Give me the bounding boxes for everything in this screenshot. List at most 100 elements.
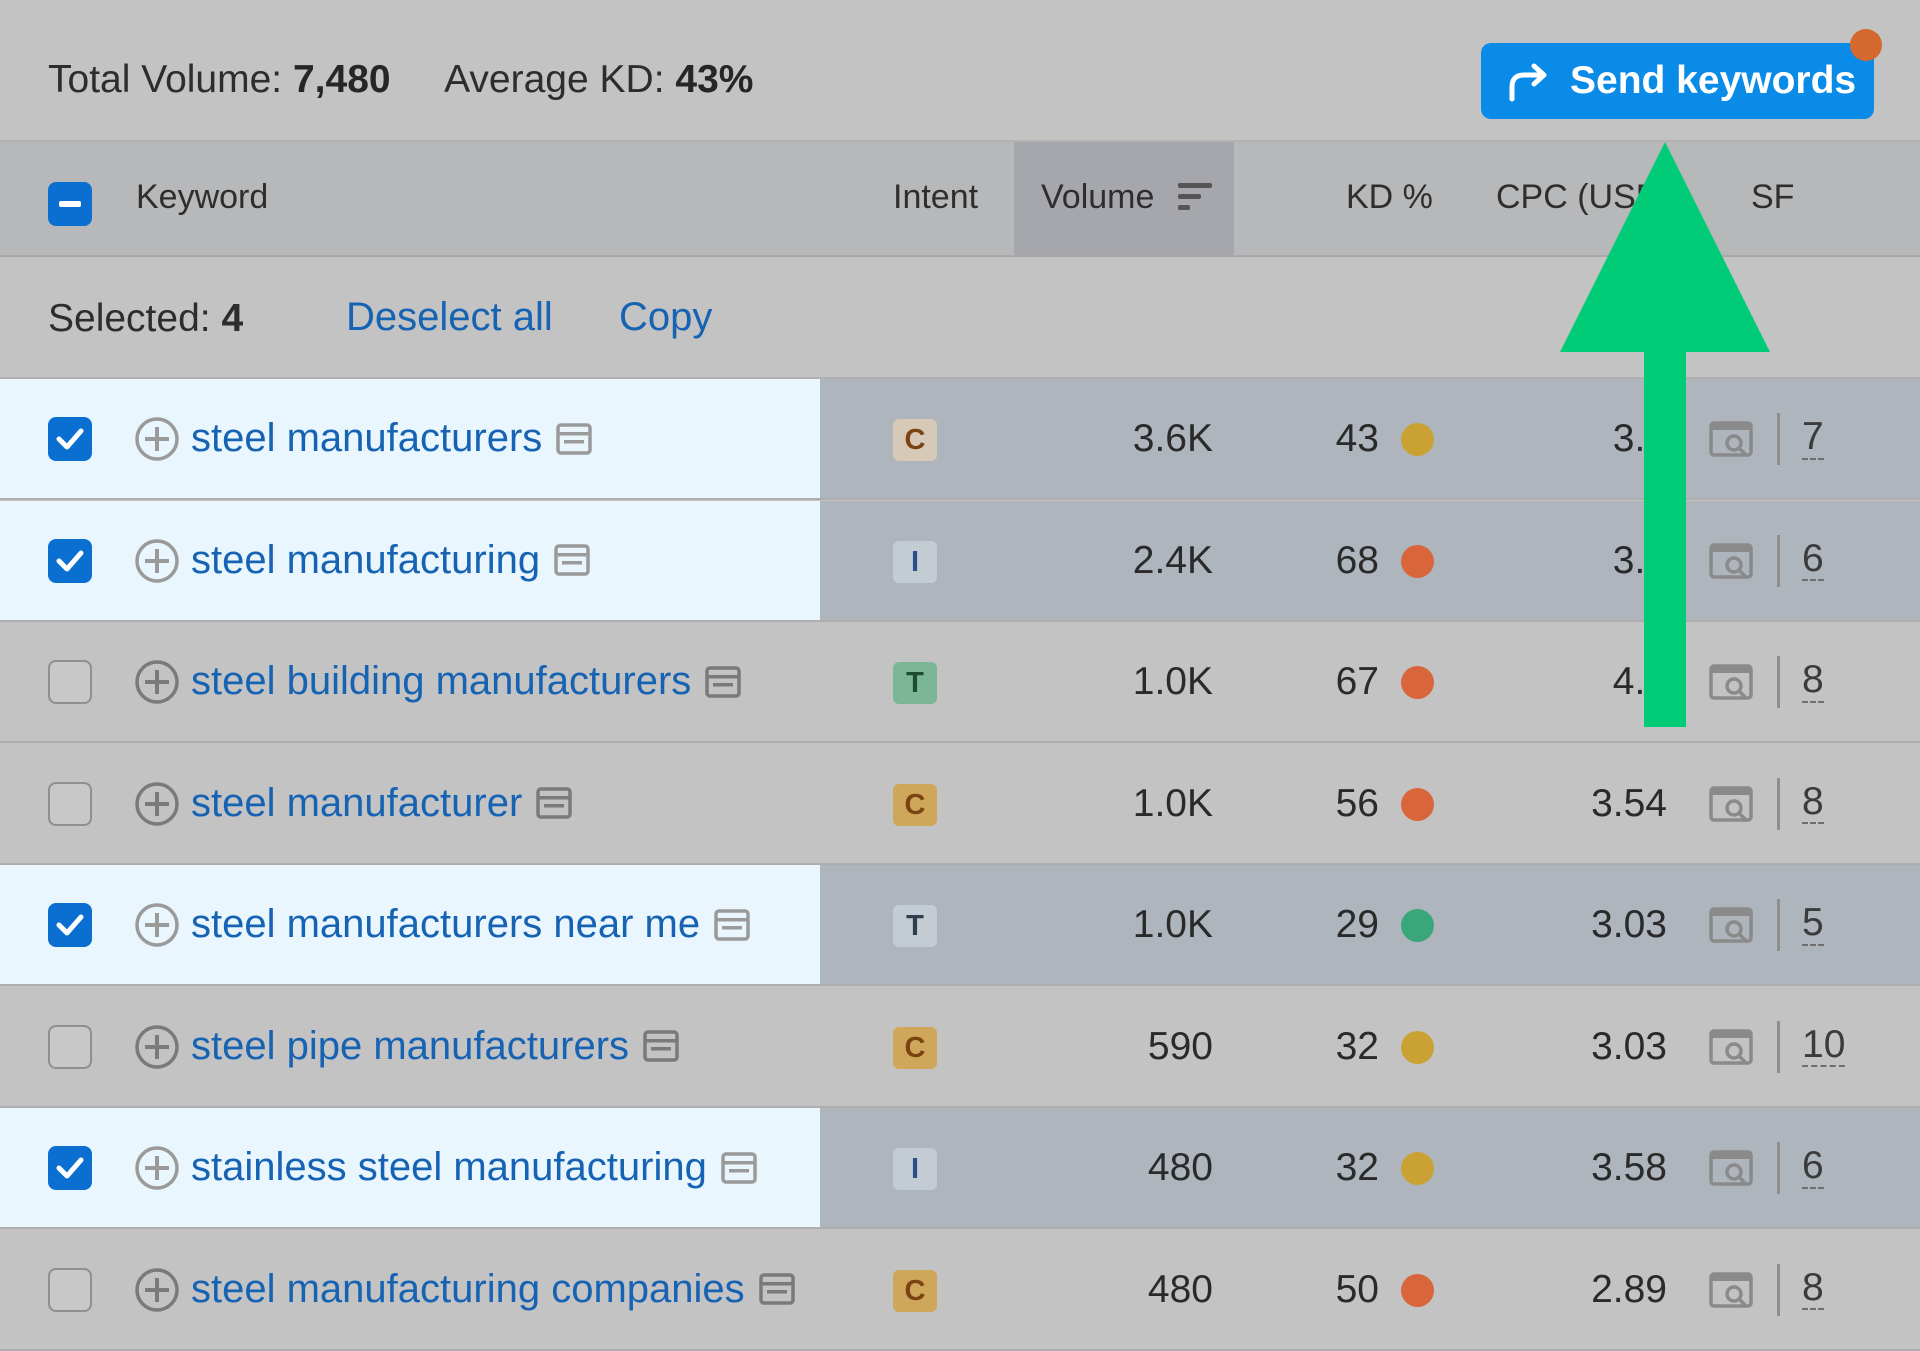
totals: Total Volume: 7,480 Average KD: 43%: [48, 58, 753, 102]
cpc-value: 3.54: [1591, 781, 1667, 825]
serp-preview-icon[interactable]: [721, 1151, 757, 1184]
add-to-list-icon[interactable]: [134, 902, 180, 948]
sf-count[interactable]: 10: [1802, 1022, 1846, 1068]
send-keywords-button[interactable]: Send keywords: [1481, 29, 1882, 119]
keyword-link[interactable]: steel manufacturers: [191, 416, 593, 461]
row-checkbox[interactable]: [48, 660, 92, 704]
intent-badge: C: [893, 419, 937, 461]
sf-count[interactable]: 8: [1802, 779, 1824, 825]
serp-features-icon[interactable]: [1709, 419, 1753, 459]
keyword-text: steel manufacturers: [191, 416, 543, 460]
checkmark-icon: [56, 1157, 84, 1179]
kd-difficulty-dot: [1401, 787, 1434, 821]
serp-features-icon[interactable]: [1709, 905, 1753, 945]
column-volume[interactable]: Volume: [1041, 178, 1212, 217]
serp-features-icon[interactable]: [1709, 662, 1753, 702]
volume-value: 480: [1147, 1267, 1213, 1311]
kd-value: 68: [1335, 538, 1379, 582]
table-row[interactable]: steel manufacturer C 1.0K 56 3.54 8: [0, 743, 1920, 865]
sf-count[interactable]: 7: [1802, 415, 1824, 460]
kd-value: 43: [1335, 417, 1379, 460]
kd-value: 29: [1335, 903, 1379, 946]
keyword-text: stainless steel manufacturing: [191, 1145, 707, 1189]
intent-badge: T: [893, 905, 937, 947]
volume-value: 480: [1147, 1146, 1213, 1189]
add-to-list-icon[interactable]: [134, 416, 180, 462]
add-to-list-icon[interactable]: [134, 781, 180, 827]
column-keyword[interactable]: Keyword: [136, 178, 269, 216]
keyword-link[interactable]: steel manufacturing: [191, 538, 590, 583]
select-all-checkbox[interactable]: [48, 182, 92, 226]
serp-features-icon[interactable]: [1709, 1148, 1753, 1188]
keyword-link[interactable]: steel pipe manufacturers: [191, 1024, 679, 1069]
table-row[interactable]: steel manufacturing companies C 480 50 2…: [0, 1229, 1920, 1351]
send-keywords-label: Send keywords: [1570, 59, 1857, 102]
sf-count[interactable]: 5: [1802, 901, 1824, 946]
add-to-list-icon[interactable]: [134, 1145, 180, 1191]
keyword-link[interactable]: steel manufacturer: [191, 781, 573, 826]
sf-count[interactable]: 6: [1802, 536, 1824, 582]
keyword-link[interactable]: steel manufacturers near me: [191, 902, 750, 947]
keyword-link[interactable]: stainless steel manufacturing: [191, 1145, 757, 1190]
kd-difficulty-dot: [1401, 666, 1434, 699]
sort-descending-icon: [1177, 183, 1212, 210]
sf-separator: [1777, 1020, 1780, 1073]
selected-label: Selected:: [48, 297, 211, 340]
add-to-list-icon[interactable]: [134, 538, 180, 584]
table-row[interactable]: steel building manufacturers T 1.0K 67 4…: [0, 622, 1920, 743]
sf-separator: [1777, 1142, 1780, 1194]
row-checkbox[interactable]: [48, 903, 92, 947]
column-intent[interactable]: Intent: [893, 178, 979, 216]
column-sf[interactable]: SF: [1751, 178, 1795, 216]
kd-difficulty-dot: [1401, 1273, 1434, 1307]
column-kd[interactable]: KD %: [1346, 178, 1433, 216]
keyword-link[interactable]: steel manufacturing companies: [191, 1267, 795, 1312]
row-checkbox[interactable]: [48, 417, 92, 461]
row-checkbox[interactable]: [48, 781, 92, 826]
table-row[interactable]: steel pipe manufacturers C 590 32 3.03 1…: [0, 986, 1920, 1108]
table-header: Keyword Intent Volume KD % CPC (USD SF: [0, 142, 1920, 257]
serp-preview-icon[interactable]: [643, 1030, 679, 1062]
deselect-all-link[interactable]: Deselect all: [346, 295, 553, 339]
row-checkbox[interactable]: [48, 1024, 92, 1069]
intent-badge: I: [893, 540, 937, 583]
row-checkbox[interactable]: [48, 538, 92, 583]
row-checkbox[interactable]: [48, 1267, 92, 1312]
serp-preview-icon[interactable]: [536, 787, 573, 819]
checkmark-icon: [56, 550, 84, 571]
serp-preview-icon[interactable]: [714, 908, 750, 941]
serp-preview-icon[interactable]: [705, 665, 742, 698]
cpc-value: 3.58: [1591, 1146, 1667, 1189]
add-to-list-icon[interactable]: [134, 1267, 180, 1313]
serp-preview-icon[interactable]: [556, 422, 593, 455]
intent-badge: C: [893, 1269, 937, 1312]
keyword-text: steel pipe manufacturers: [191, 1023, 630, 1068]
serp-features-icon[interactable]: [1709, 1270, 1753, 1310]
volume-value: 590: [1147, 1024, 1213, 1068]
table-row[interactable]: steel manufacturers C 3.6K 43 3.5 7: [0, 379, 1920, 500]
sf-count[interactable]: 6: [1802, 1144, 1824, 1189]
add-to-list-icon[interactable]: [134, 1024, 180, 1070]
kd-value: 56: [1335, 781, 1379, 825]
sf-count[interactable]: 8: [1802, 658, 1824, 703]
sf-separator: [1777, 656, 1780, 708]
table-row[interactable]: steel manufacturers near me T 1.0K 29 3.…: [0, 865, 1920, 986]
kd-value: 32: [1335, 1146, 1379, 1189]
kd-value: 50: [1335, 1267, 1379, 1311]
sf-separator: [1777, 777, 1780, 830]
serp-preview-icon[interactable]: [758, 1273, 795, 1305]
selected-value: 4: [221, 297, 244, 340]
row-checkbox[interactable]: [48, 1146, 92, 1190]
keyword-text: steel manufacturing: [191, 537, 541, 582]
sf-count[interactable]: 8: [1802, 1265, 1824, 1311]
keyword-link[interactable]: steel building manufacturers: [191, 659, 742, 704]
cpc-value: 2.89: [1591, 1267, 1667, 1311]
table-row[interactable]: stainless steel manufacturing I 480 32 3…: [0, 1108, 1920, 1229]
serp-preview-icon[interactable]: [554, 544, 590, 576]
copy-link[interactable]: Copy: [619, 295, 713, 339]
total-volume-label: Total Volume:: [48, 58, 283, 101]
serp-features-icon[interactable]: [1709, 1027, 1753, 1067]
add-to-list-icon[interactable]: [134, 659, 180, 705]
serp-features-icon[interactable]: [1709, 541, 1753, 581]
serp-features-icon[interactable]: [1709, 784, 1753, 824]
